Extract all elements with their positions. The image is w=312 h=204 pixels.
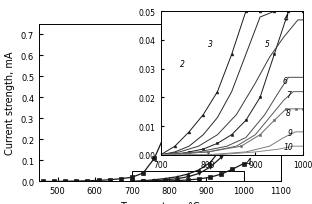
Text: 3: 3 [246,128,251,136]
Text: 2: 2 [180,60,184,69]
X-axis label: Temperature, °C: Temperature, °C [120,201,200,204]
Bar [132,171,244,182]
Text: 4: 4 [246,157,251,166]
Text: 10: 10 [284,142,294,151]
Y-axis label: Current strength, mA: Current strength, mA [5,52,15,154]
Text: 7: 7 [286,91,291,100]
Text: 5: 5 [265,40,270,49]
Text: 1: 1 [221,34,227,43]
Text: 9: 9 [287,128,292,137]
Text: 3: 3 [208,40,213,49]
Text: 2: 2 [246,110,251,119]
Text: 8: 8 [286,108,291,117]
Text: 4: 4 [284,14,289,23]
Text: 6: 6 [283,77,288,86]
